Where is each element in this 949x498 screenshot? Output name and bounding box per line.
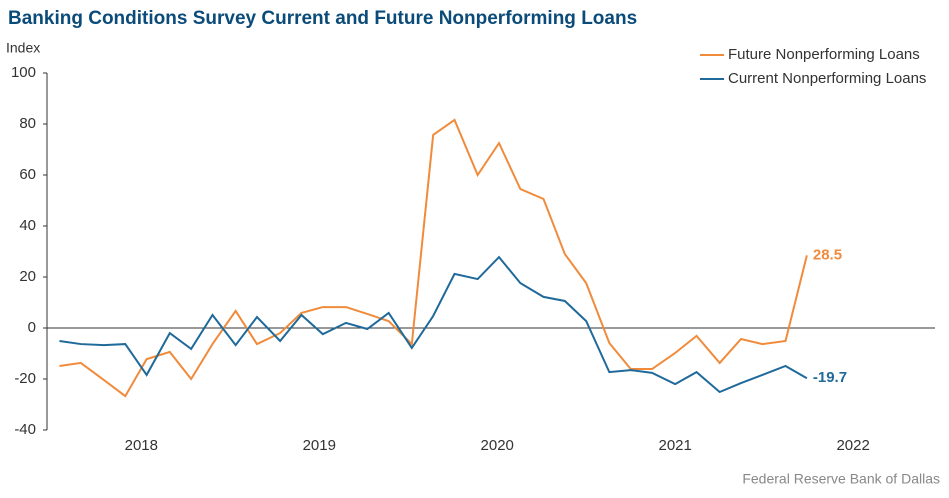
legend-label: Current Nonperforming Loans	[728, 70, 926, 87]
source: Federal Reserve Bank of Dallas	[742, 471, 940, 487]
chart-title: Banking Conditions Survey Current and Fu…	[8, 8, 637, 29]
legend-label: Future Nonperforming Loans	[728, 46, 920, 63]
y-tick-label: 100	[11, 64, 36, 81]
end-label: 28.5	[813, 246, 842, 263]
y-tick-label: 0	[28, 319, 36, 336]
y-tick-label: 20	[19, 268, 36, 285]
y-tick-label: -20	[14, 370, 36, 387]
end-label: -19.7	[813, 369, 847, 386]
x-tick-label: 2020	[481, 437, 514, 454]
y-tick-label: 80	[19, 115, 36, 132]
series-line	[59, 118, 808, 398]
y-tick-label: -40	[14, 421, 36, 438]
y-axis-label: Index	[6, 40, 40, 56]
y-tick-label: 40	[19, 217, 36, 234]
x-tick-label: 2022	[836, 437, 869, 454]
series-line	[59, 255, 808, 394]
y-tick-label: 60	[19, 166, 36, 183]
x-tick-label: 2021	[658, 437, 691, 454]
x-tick-label: 2018	[125, 437, 158, 454]
x-tick-label: 2019	[303, 437, 336, 454]
